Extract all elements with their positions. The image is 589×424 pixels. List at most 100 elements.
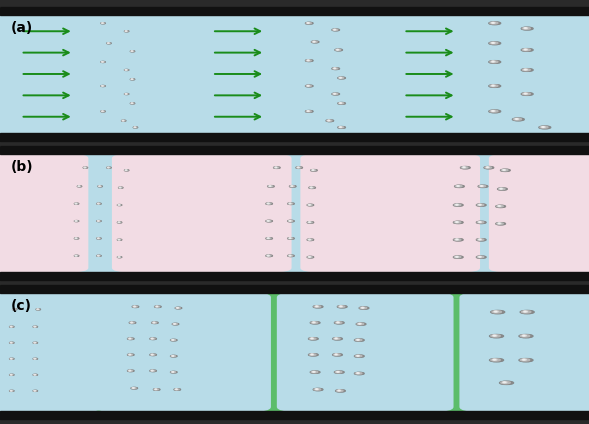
Circle shape [176,307,181,309]
Circle shape [34,374,37,375]
Circle shape [492,359,497,360]
Circle shape [499,381,514,385]
Circle shape [101,61,104,62]
Circle shape [335,371,344,373]
Circle shape [78,186,81,187]
Circle shape [454,221,463,223]
Circle shape [267,203,269,204]
Circle shape [10,326,14,327]
Circle shape [10,374,14,375]
Circle shape [10,326,13,327]
Circle shape [491,61,495,62]
FancyBboxPatch shape [489,153,589,273]
Circle shape [306,111,313,112]
Circle shape [309,338,318,340]
Circle shape [477,221,486,223]
Circle shape [490,110,498,112]
Circle shape [501,170,508,171]
Circle shape [332,93,339,95]
Circle shape [501,169,510,171]
Circle shape [306,22,311,24]
Circle shape [355,355,364,357]
Circle shape [289,220,293,221]
Circle shape [75,238,78,239]
Circle shape [309,222,310,223]
Circle shape [310,354,313,355]
Bar [0,285,589,293]
Circle shape [327,120,330,121]
Circle shape [267,203,271,204]
Circle shape [74,203,79,204]
Circle shape [267,238,271,239]
Circle shape [360,307,366,309]
Circle shape [478,204,481,205]
Circle shape [97,220,101,222]
Circle shape [117,257,122,258]
Circle shape [289,255,293,256]
Circle shape [131,103,134,104]
Circle shape [306,60,313,61]
Circle shape [496,205,505,207]
Circle shape [335,322,342,324]
Circle shape [478,239,481,240]
Circle shape [338,77,345,79]
Circle shape [155,306,160,307]
Circle shape [361,307,364,308]
Circle shape [477,221,484,223]
Circle shape [335,322,344,324]
Circle shape [267,255,269,256]
Circle shape [74,255,79,256]
Circle shape [309,187,316,188]
Circle shape [306,22,313,24]
Text: (a): (a) [11,20,33,35]
Circle shape [150,354,157,356]
Circle shape [171,355,177,357]
Circle shape [151,322,158,324]
Circle shape [175,389,179,390]
Circle shape [171,371,177,373]
Circle shape [9,342,14,343]
Circle shape [461,167,470,169]
FancyBboxPatch shape [94,292,271,412]
Circle shape [290,186,294,187]
Circle shape [10,374,13,375]
Circle shape [175,307,182,309]
Circle shape [335,49,342,51]
Circle shape [176,389,177,390]
Circle shape [134,127,137,128]
Circle shape [133,306,137,307]
Circle shape [496,223,505,225]
Circle shape [359,307,369,309]
Circle shape [34,326,37,327]
Circle shape [338,103,345,104]
Circle shape [339,103,343,104]
Circle shape [333,354,342,356]
Circle shape [75,238,78,239]
Circle shape [151,354,153,355]
Circle shape [128,370,133,371]
Circle shape [311,322,317,324]
Circle shape [496,205,505,207]
Circle shape [128,370,134,371]
Circle shape [489,61,500,63]
Circle shape [130,322,134,323]
Circle shape [333,29,336,30]
Circle shape [524,49,527,50]
Circle shape [307,60,309,61]
Circle shape [454,239,463,241]
Circle shape [10,342,14,343]
Circle shape [455,222,458,223]
Circle shape [268,186,274,187]
Circle shape [333,354,340,355]
Circle shape [97,203,101,204]
Circle shape [477,204,484,206]
Circle shape [117,239,122,240]
Circle shape [306,22,313,24]
Circle shape [10,358,14,359]
Circle shape [455,239,458,240]
Circle shape [489,85,500,87]
Circle shape [151,354,155,355]
Circle shape [101,23,105,24]
Circle shape [356,373,359,374]
Circle shape [524,93,527,94]
